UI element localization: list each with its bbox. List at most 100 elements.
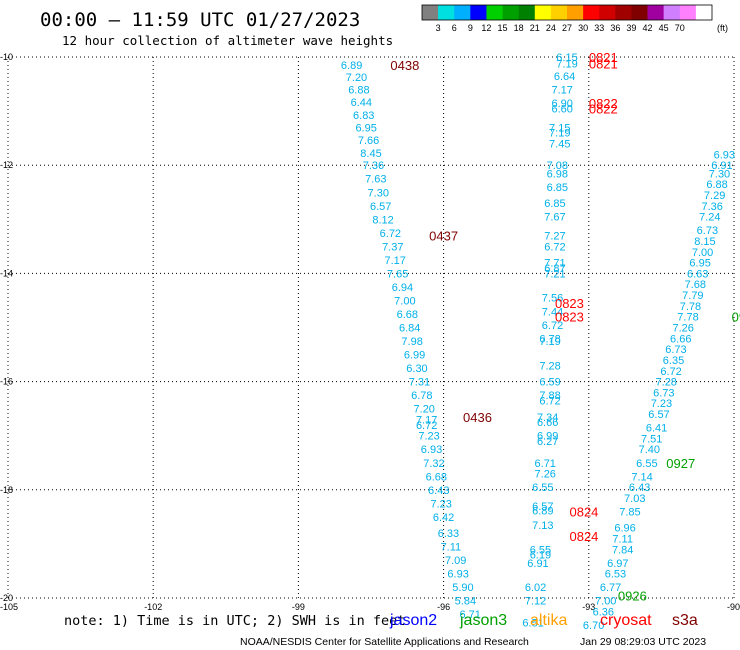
wave-height-value: 6.95	[355, 122, 376, 134]
wave-height-value: 7.17	[384, 255, 405, 267]
wave-height-value: 7.26	[672, 323, 693, 335]
wave-height-value: 6.41	[646, 423, 667, 435]
wave-height-value: 7.00	[692, 247, 713, 259]
legend-tick-label: 24	[546, 23, 556, 33]
legend-tick-label: 12	[481, 23, 491, 33]
wave-height-value: 7.34	[537, 412, 558, 424]
legend-tick-label: 27	[562, 23, 572, 33]
wave-height-value: 7.88	[539, 390, 560, 402]
wave-height-value: 7.19	[549, 128, 570, 140]
wave-height-value: 6.57	[648, 409, 669, 421]
pass-time-label: 0824	[569, 529, 598, 544]
wave-height-value: 7.67	[544, 212, 565, 224]
wave-height-value: 6.84	[399, 323, 420, 335]
wave-height-value: 7.29	[704, 190, 725, 202]
plot-grid	[7, 56, 735, 599]
wave-height-value: 7.98	[401, 336, 422, 348]
legend-swatch	[502, 5, 519, 20]
wave-height-value: 7.00	[394, 295, 415, 307]
wave-height-value: 7.20	[346, 72, 367, 84]
satellite-label-s3a: s3a	[672, 612, 698, 629]
wave-height-value: 6.91	[527, 558, 548, 570]
wave-height-value: 6.72	[544, 241, 565, 253]
legend-swatch	[486, 5, 503, 20]
wave-height-value: 6.51	[522, 617, 543, 629]
wave-height-value: 6.77	[600, 582, 621, 594]
wave-height-value: 7.14	[631, 471, 652, 483]
wave-height-value: 7.15	[549, 122, 570, 134]
legend-swatch	[567, 5, 584, 20]
wave-height-value: 6.96	[614, 523, 635, 535]
satellite-label-cryosat: cryosat	[600, 612, 652, 629]
wave-height-value: 6.71	[460, 609, 481, 621]
wave-height-value: 7.19	[539, 336, 560, 348]
wave-height-value: 7.36	[702, 201, 723, 213]
x-axis-ticks: -105 -102 -99 -96 -93 -90	[0, 602, 740, 612]
chart-title: 00:00 — 11:59 UTC 01/27/2023	[40, 9, 360, 31]
wave-height-value: 6.33	[438, 528, 459, 540]
pass-time-label: 0926	[618, 588, 647, 603]
legend-tick-label: 36	[610, 23, 620, 33]
wave-height-value: 8.15	[694, 236, 715, 248]
wave-height-value: 6.57	[370, 201, 391, 213]
wave-height-value: 6.66	[670, 333, 691, 345]
wave-height-value: 6.78	[539, 333, 560, 345]
wave-height-value: 6.27	[537, 436, 558, 448]
pass-time-label: 0821	[589, 56, 618, 71]
x-tick-label: -90	[727, 602, 740, 612]
wave-height-value: 7.20	[414, 404, 435, 416]
legend-tick-label: 70	[675, 23, 685, 33]
wave-height-value: 7.30	[368, 187, 389, 199]
pass-time-label: 0823	[555, 296, 584, 311]
x-tick-label: -93	[582, 602, 595, 612]
wave-height-value: 7.40	[639, 444, 660, 456]
x-tick-label: -105	[0, 602, 18, 612]
wave-height-value: 6.30	[406, 363, 427, 375]
color-scale-legend: 3 6 9 12 15 18 21 24 27 30 33 36 39 42 45 70	[421, 4, 713, 33]
wave-height-value: 7.71	[544, 258, 565, 270]
wave-height-value: 6.55	[530, 544, 551, 556]
legend-tick-label: 42	[643, 23, 653, 33]
wave-height-value: 7.78	[680, 301, 701, 313]
pass-time-label: 0821	[589, 50, 618, 65]
legend-tick-label: 6	[452, 23, 457, 33]
wave-height-value: 7.28	[656, 377, 677, 389]
wave-height-value: 7.37	[382, 241, 403, 253]
wave-height-value: 5.90	[452, 582, 473, 594]
legend-tick-label: 18	[514, 23, 524, 33]
wave-height-value: 7.27	[544, 231, 565, 243]
wave-height-value: 6.98	[547, 168, 568, 180]
pass-time-label: 0436	[463, 410, 492, 425]
wave-height-value: 8.45	[360, 148, 381, 160]
footer-note: note: 1) Time is in UTC; 2) SWH is in fe…	[64, 613, 405, 629]
legend-unit: (ft)	[717, 23, 728, 33]
wave-height-value: 6.87	[544, 263, 565, 275]
legend-tick-label: 15	[498, 23, 508, 33]
wave-height-value: 6.91	[711, 160, 732, 172]
y-tick-label: -10	[0, 52, 13, 62]
wave-height-value: 6.88	[706, 179, 727, 191]
legend-tick-label: 45	[659, 23, 669, 33]
wave-height-value: 7.09	[445, 555, 466, 567]
wave-height-value: 7.17	[416, 414, 437, 426]
wave-height-value: 7.23	[418, 431, 439, 443]
wave-height-value: 6.72	[542, 320, 563, 332]
wave-height-value: 6.66	[537, 417, 558, 429]
pass-time-label: 0927	[666, 456, 695, 471]
wave-height-value: 6.72	[416, 420, 437, 432]
legend-swatch	[583, 5, 600, 20]
wave-height-value: 7.11	[441, 542, 462, 554]
wave-height-value: 7.51	[641, 433, 662, 445]
wave-height-value: 6.15	[556, 52, 577, 64]
pass-time-label: 0822	[589, 96, 618, 111]
wave-height-value: 6.72	[660, 366, 681, 378]
wave-height-value: 7.68	[685, 279, 706, 291]
wave-height-value: 7.45	[549, 139, 570, 151]
wave-height-value: 7.36	[363, 160, 384, 172]
wave-height-value: 5.84	[455, 596, 476, 608]
y-axis-ticks: -10 -12 -14 -16 -18 -20	[0, 52, 13, 603]
x-tick-label: -102	[144, 602, 162, 612]
legend-swatch	[438, 5, 455, 20]
wave-height-value: 7.26	[535, 469, 556, 481]
